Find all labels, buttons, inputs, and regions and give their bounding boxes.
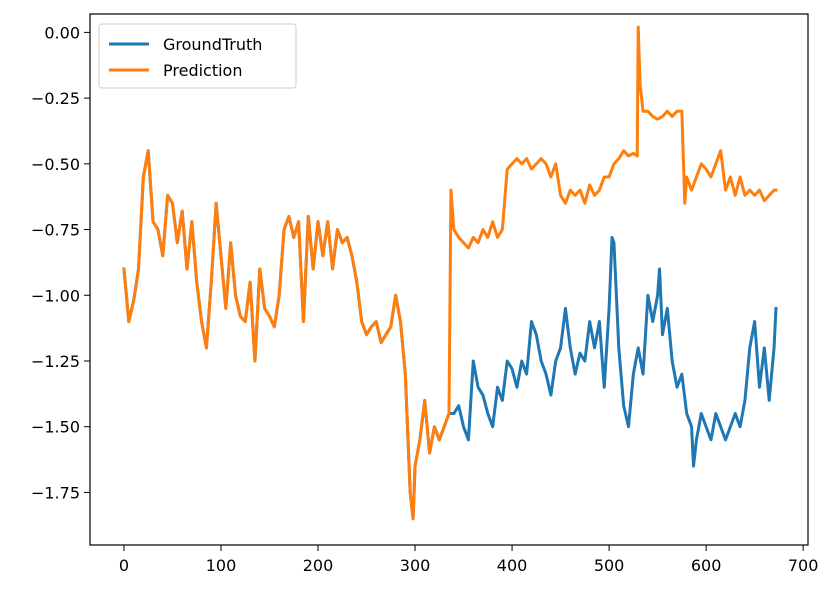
plot-lines [122, 25, 778, 521]
axes-frame [89, 13, 809, 546]
x-tick-label: 400 [497, 556, 528, 575]
y-tick-label: −1.00 [31, 286, 80, 305]
y-tick-label: −0.25 [31, 89, 80, 108]
x-axis: 0 100 200 300 400 500 600 700 [119, 545, 819, 575]
y-tick-label: 0.00 [44, 23, 80, 42]
x-tick-label: 500 [594, 556, 625, 575]
x-tick-label: 100 [206, 556, 237, 575]
y-tick-label: −0.50 [31, 155, 80, 174]
y-tick-label: −1.25 [31, 352, 80, 371]
y-tick-label: −1.50 [31, 418, 80, 437]
y-tick-label: −0.75 [31, 221, 80, 240]
y-tick-label: −1.75 [31, 483, 80, 502]
x-tick-label: 600 [691, 556, 722, 575]
x-tick-label: 700 [788, 556, 819, 575]
legend-box [98, 23, 297, 89]
x-tick-label: 200 [303, 556, 334, 575]
legend-label-prediction: Prediction [163, 61, 242, 80]
series-line-prediction [122, 25, 778, 521]
x-tick-label: 0 [119, 556, 129, 575]
x-tick-label: 300 [400, 556, 431, 575]
y-axis: 0.00 −0.25 −0.50 −0.75 −1.00 −1.25 −1.50 −1.75 [31, 23, 90, 502]
legend-label-groundtruth: GroundTruth [163, 35, 262, 54]
legend: GroundTruth Prediction [98, 23, 297, 89]
